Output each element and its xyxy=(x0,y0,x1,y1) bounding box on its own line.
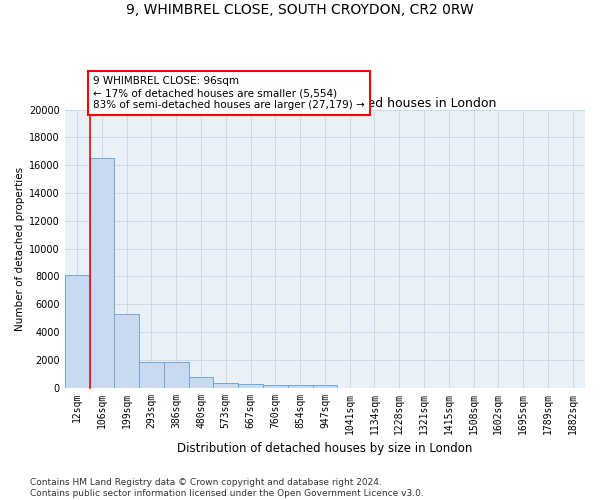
Bar xyxy=(238,384,263,388)
Y-axis label: Number of detached properties: Number of detached properties xyxy=(15,166,25,331)
Bar xyxy=(313,385,337,388)
Title: Size of property relative to detached houses in London: Size of property relative to detached ho… xyxy=(153,96,497,110)
Bar xyxy=(139,362,164,388)
Text: 9 WHIMBREL CLOSE: 96sqm
← 17% of detached houses are smaller (5,554)
83% of semi: 9 WHIMBREL CLOSE: 96sqm ← 17% of detache… xyxy=(93,76,365,110)
Text: 9, WHIMBREL CLOSE, SOUTH CROYDON, CR2 0RW: 9, WHIMBREL CLOSE, SOUTH CROYDON, CR2 0R… xyxy=(126,2,474,16)
Text: Contains HM Land Registry data © Crown copyright and database right 2024.
Contai: Contains HM Land Registry data © Crown c… xyxy=(30,478,424,498)
Bar xyxy=(164,362,188,388)
Bar xyxy=(214,383,238,388)
Bar xyxy=(288,385,313,388)
Bar xyxy=(65,275,89,388)
Bar xyxy=(115,314,139,388)
Bar xyxy=(89,158,115,388)
Bar xyxy=(263,385,288,388)
Bar xyxy=(188,378,214,388)
X-axis label: Distribution of detached houses by size in London: Distribution of detached houses by size … xyxy=(177,442,473,455)
